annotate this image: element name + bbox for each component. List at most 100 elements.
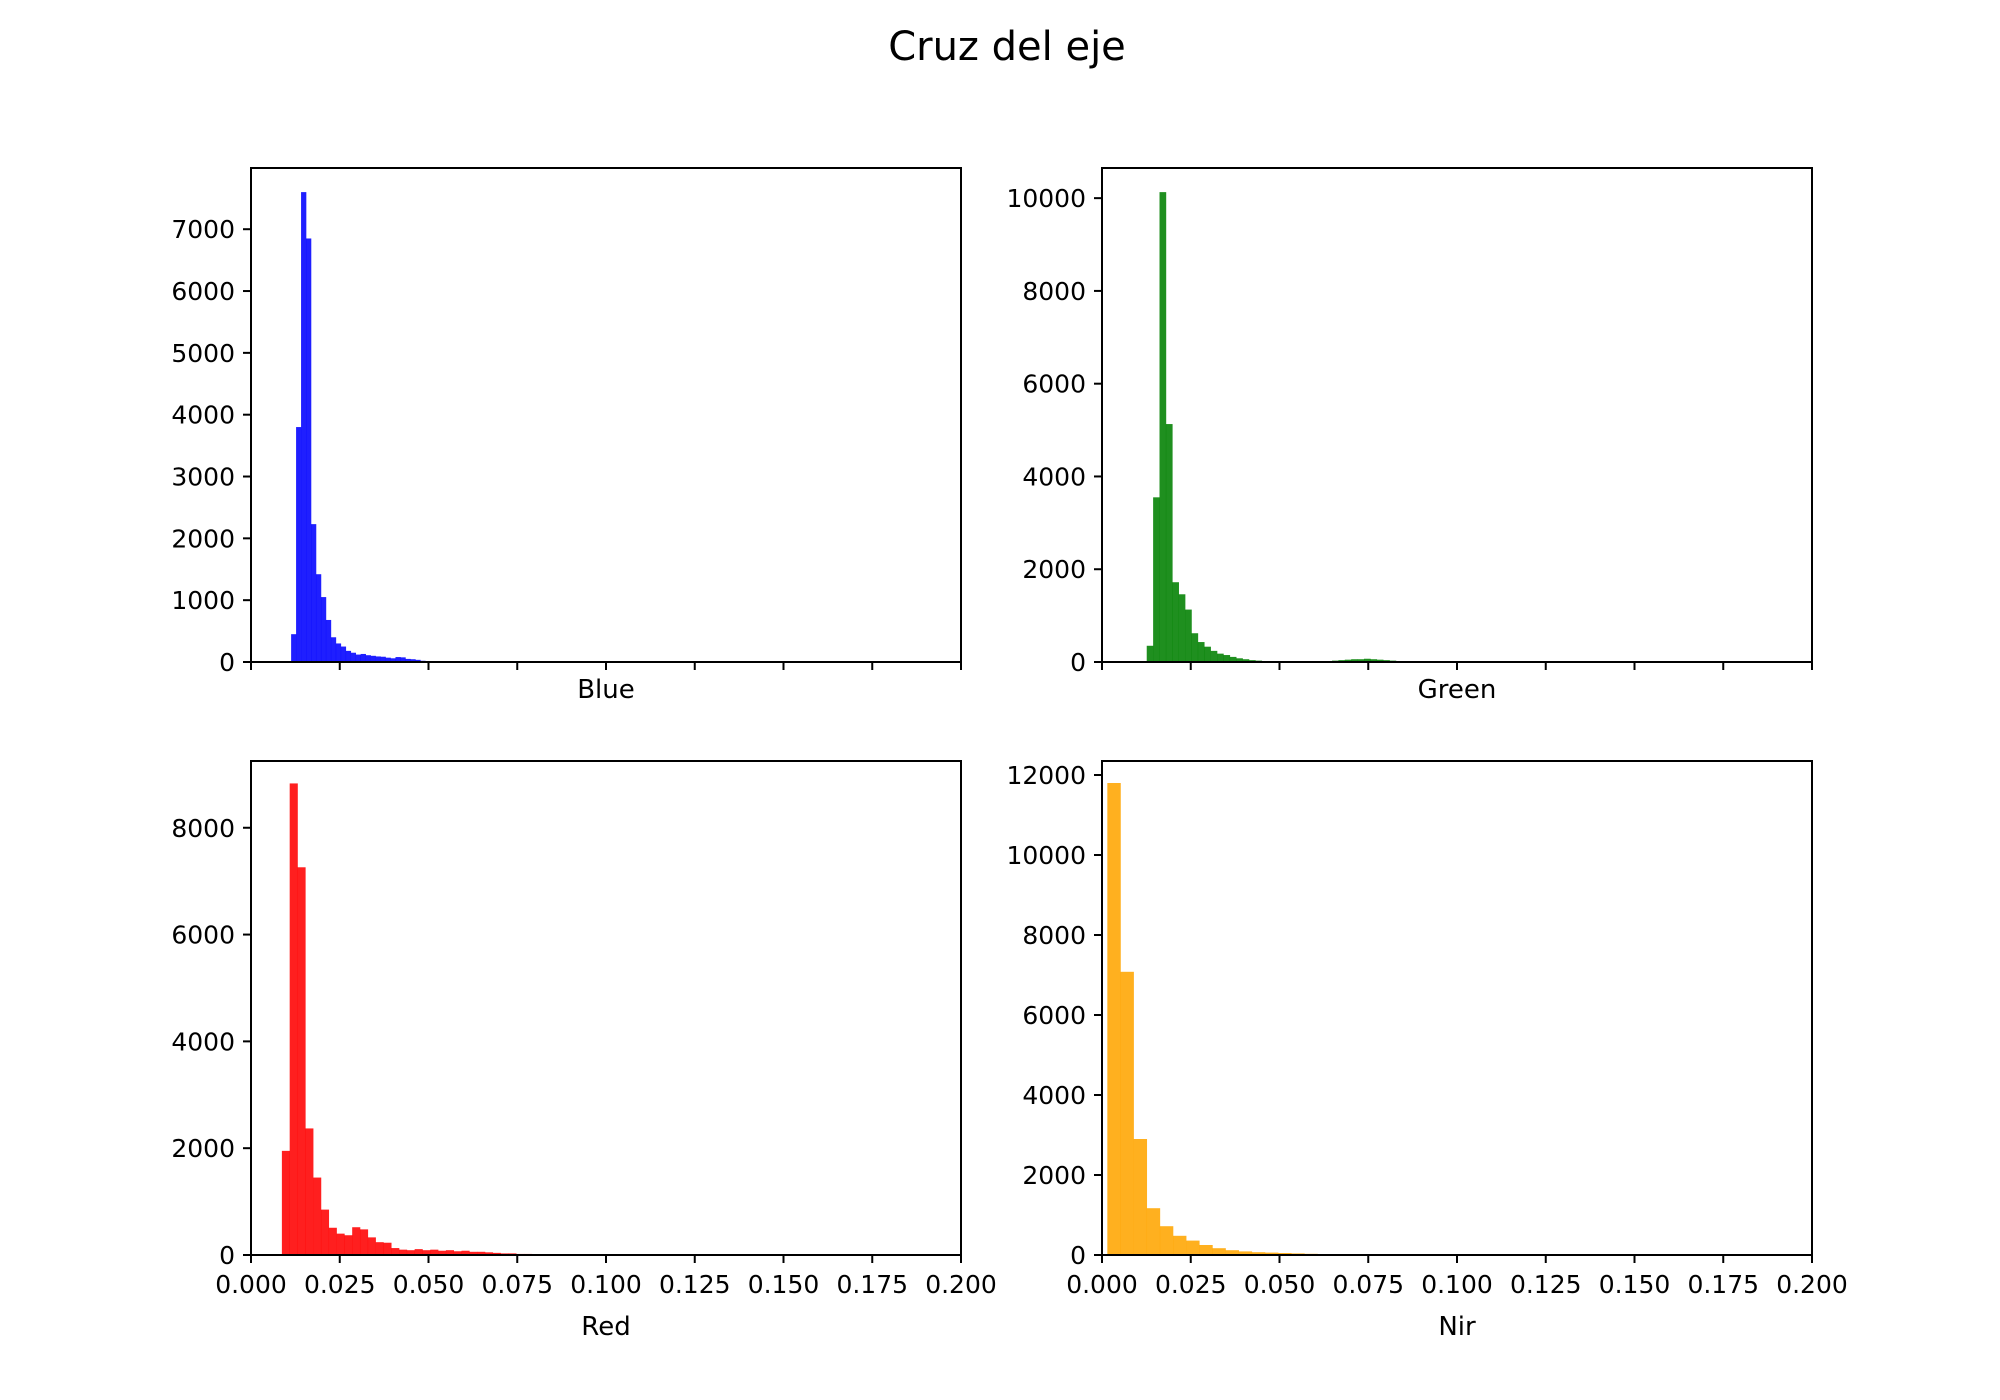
bar <box>400 657 406 662</box>
bar <box>281 1150 290 1255</box>
bar <box>291 634 297 662</box>
bar <box>1146 645 1154 662</box>
bar <box>296 427 302 662</box>
y-tick-label: 8000 <box>1022 277 1086 306</box>
bar <box>375 656 381 662</box>
x-tick-label: 0.050 <box>1244 1270 1316 1299</box>
y-tick-label: 0 <box>1070 1241 1086 1270</box>
y-tick-label: 0 <box>219 648 235 677</box>
x-tick-label: 0.000 <box>215 1270 287 1299</box>
x-axis-label: Red <box>581 1312 630 1342</box>
bar <box>1146 1208 1161 1255</box>
bar <box>461 1250 470 1255</box>
y-tick-label: 6000 <box>1022 1001 1086 1030</box>
plot-frame <box>1101 760 1813 1256</box>
x-tick-label: 0.025 <box>304 1270 376 1299</box>
bar <box>335 643 342 662</box>
bar <box>385 657 391 662</box>
bar <box>1217 653 1224 662</box>
bar <box>375 1242 384 1255</box>
bar <box>340 646 347 662</box>
bar <box>1264 1252 1279 1255</box>
y-tick-label: 6000 <box>171 277 235 306</box>
bar <box>320 1209 330 1255</box>
bar <box>305 1128 314 1255</box>
bar <box>484 1252 494 1255</box>
bar <box>1197 642 1205 662</box>
bar <box>445 1250 454 1255</box>
bar <box>352 1227 361 1255</box>
bar <box>289 783 298 1255</box>
histogram-nir: 0.000 0.025 0.050 0.075 0.100 0.125 0.150 0.175… <box>1006 760 1848 1342</box>
bar <box>350 652 357 662</box>
histogram-red: 0.000 0.025 0.050 0.075 0.100 0.125 0.150 0.175… <box>171 760 997 1342</box>
bar <box>355 654 361 662</box>
x-tick-label: 0.100 <box>1421 1270 1493 1299</box>
x-axis-label: Green <box>1418 675 1497 705</box>
bar <box>313 1177 322 1255</box>
y-tick-label: 1000 <box>171 586 235 615</box>
y-tick-label: 4000 <box>1022 1081 1086 1110</box>
bar <box>325 619 332 662</box>
bar <box>1210 650 1218 662</box>
bar <box>415 659 421 662</box>
bar <box>311 524 317 662</box>
plot-frame <box>1101 167 1813 663</box>
y-tick-label: 8000 <box>171 814 235 843</box>
bar <box>360 653 366 662</box>
bar <box>1370 659 1378 662</box>
bar <box>1172 582 1179 662</box>
x-axis-label: Blue <box>577 675 635 705</box>
bar <box>1236 658 1243 662</box>
bar <box>406 1250 415 1255</box>
bar <box>395 657 401 662</box>
bar <box>405 658 411 662</box>
bar <box>345 650 352 662</box>
y-tick-label: 3000 <box>171 463 235 492</box>
bar <box>1120 971 1134 1255</box>
plot-frame <box>250 760 962 1256</box>
x-tick-label: 0.000 <box>1066 1270 1138 1299</box>
bar <box>422 1250 431 1255</box>
bar <box>1178 594 1186 662</box>
bar <box>1357 659 1365 662</box>
bar <box>1229 656 1237 662</box>
plot-frame <box>250 167 962 663</box>
x-tick-label: 0.150 <box>1599 1270 1671 1299</box>
bar <box>1133 1139 1148 1255</box>
bar <box>367 1237 376 1255</box>
bar <box>306 238 312 663</box>
bar <box>1351 659 1358 662</box>
x-tick-label: 0.200 <box>925 1270 997 1299</box>
bar <box>301 192 307 663</box>
bar <box>1242 659 1250 662</box>
histogram-blue: 0 1000 2000 3000 4000 5000 6000 7000 Blue <box>171 167 962 705</box>
x-tick-label: 0.100 <box>570 1270 642 1299</box>
y-tick-label: 12000 <box>1006 761 1086 790</box>
y-tick-label: 10000 <box>1006 184 1086 213</box>
histogram-green: 0 2000 4000 6000 8000 10000 Green <box>1006 167 1813 705</box>
x-axis-label: Nir <box>1438 1312 1476 1342</box>
bar <box>1159 1226 1174 1255</box>
bar <box>453 1251 462 1255</box>
bar <box>1185 609 1192 662</box>
y-tick-label: 8000 <box>1022 921 1086 950</box>
bar <box>1107 783 1121 1255</box>
y-tick-label: 0 <box>1070 648 1086 677</box>
bar <box>359 1229 369 1255</box>
y-tick-label: 6000 <box>1022 370 1086 399</box>
x-tick-label: 0.175 <box>836 1270 908 1299</box>
x-tick-label: 0.050 <box>393 1270 465 1299</box>
y-tick-label: 2000 <box>1022 1161 1086 1190</box>
y-tick-label: 4000 <box>171 1027 235 1056</box>
x-tick-label: 0.125 <box>1510 1270 1582 1299</box>
x-tick-label: 0.075 <box>1332 1270 1404 1299</box>
bar <box>469 1251 478 1255</box>
bar <box>399 1249 408 1255</box>
bar <box>1212 1248 1226 1255</box>
bar <box>297 867 306 1255</box>
y-tick-label: 2000 <box>1022 555 1086 584</box>
bar <box>1165 424 1173 662</box>
bar <box>430 1249 439 1255</box>
